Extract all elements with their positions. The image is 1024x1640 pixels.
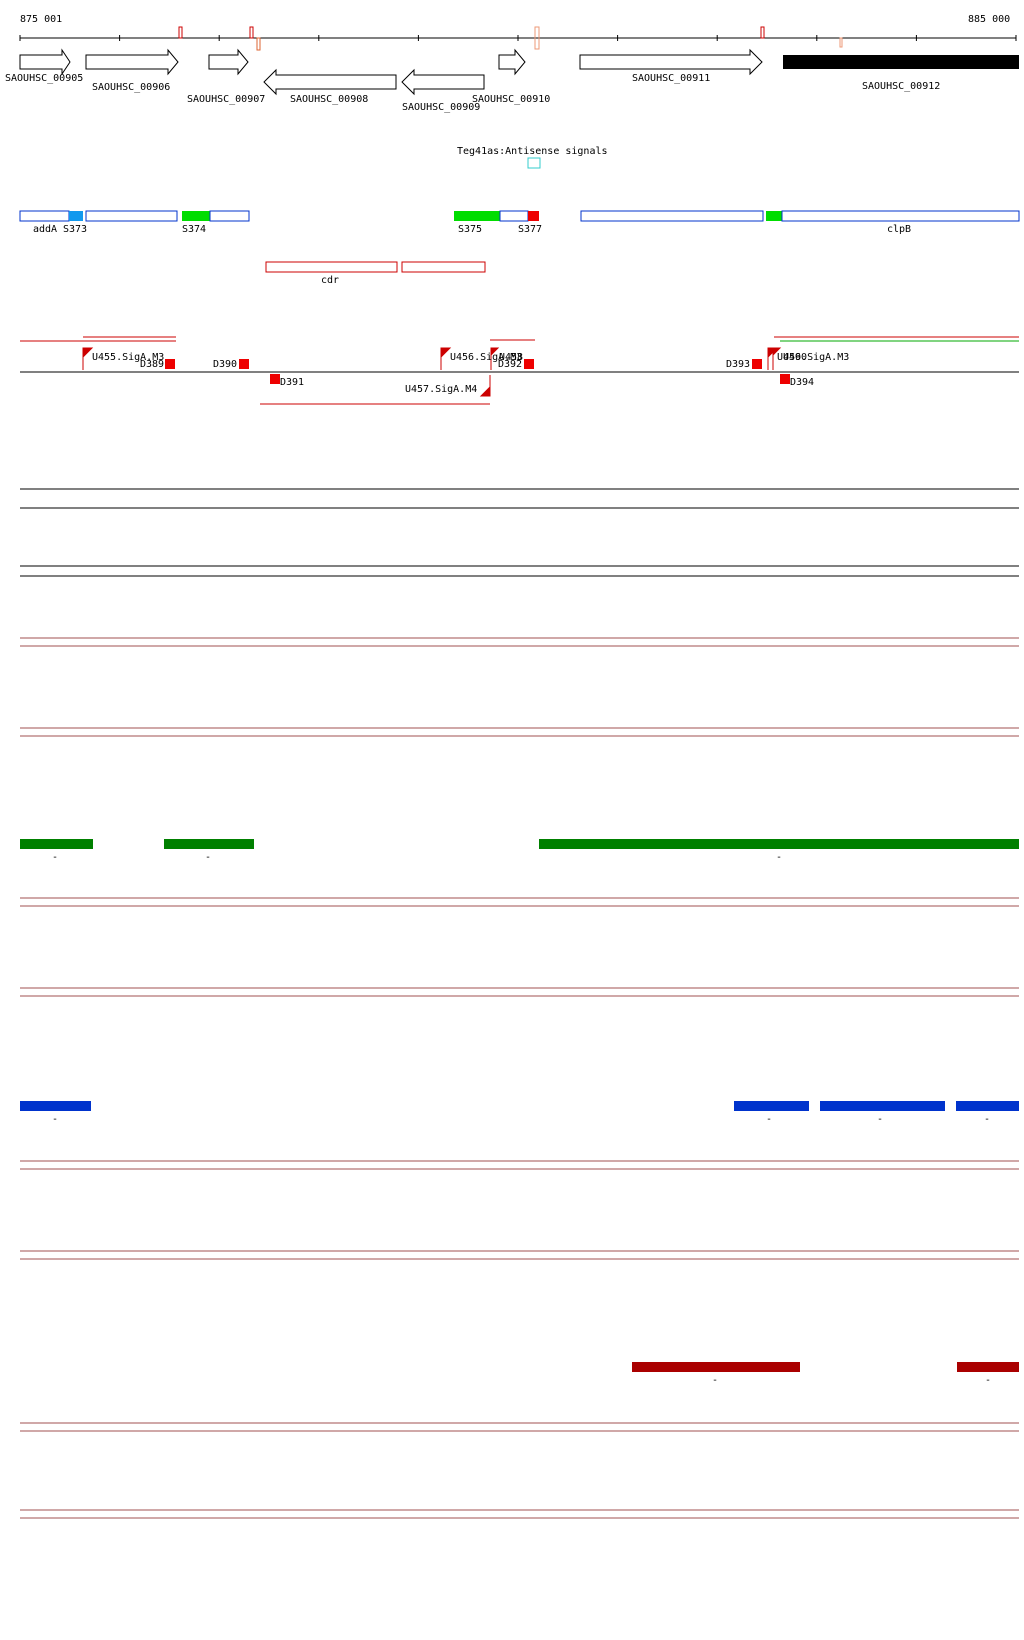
segment-track: addA S373 S374 S375 S377 clpB (19, 210, 1020, 235)
expression-tracks (20, 488, 1019, 1519)
gene-label: SAOUHSC_00908 (290, 94, 368, 105)
tss-block[interactable] (165, 359, 175, 369)
tss-block[interactable] (752, 359, 762, 369)
ruler-peak-marker (839, 37, 843, 48)
condition-bar-label: - (776, 852, 782, 863)
cdr-label: cdr (321, 275, 339, 286)
condition-bar-label: - (52, 852, 58, 863)
tss-block[interactable] (780, 374, 790, 384)
tss-label: U456.SigA.M3 (450, 352, 522, 363)
condition-bar[interactable] (632, 1362, 800, 1372)
cdr-box[interactable] (401, 261, 486, 273)
condition-bar[interactable] (539, 839, 1019, 849)
gene-arrow[interactable] (85, 48, 179, 76)
gene-arrow[interactable] (208, 48, 249, 76)
condition-bars-green: - - - (20, 839, 1019, 863)
ruler-ticks (19, 35, 1017, 41)
gene-label: SAOUHSC_00909 (402, 102, 480, 113)
gene-arrow[interactable] (19, 48, 71, 76)
condition-bar[interactable] (956, 1101, 1019, 1111)
tss-label: U457.SigA.M4 (405, 384, 477, 395)
tss-label: D391 (280, 377, 304, 388)
gene-annotation-track: SAOUHSC_00905 SAOUHSC_00906 SAOUHSC_0090… (5, 48, 1019, 113)
condition-bar[interactable] (164, 839, 254, 849)
tss-label: U459.SigA.M3 (777, 352, 849, 363)
condition-bar-label: - (877, 1114, 883, 1125)
tss-flag[interactable] (82, 347, 94, 370)
tss-track: U455.SigA.M3 D389 D390 D391 U456.SigA.M3… (20, 336, 1019, 405)
tss-label: D392 (498, 359, 522, 370)
tss-label: D390 (213, 359, 237, 370)
ruler-peak-marker (534, 26, 540, 50)
segment-box-filled[interactable] (528, 211, 539, 221)
tss-block[interactable] (524, 359, 534, 369)
ruler-peak-marker (760, 26, 765, 39)
ruler-peak-marker (178, 26, 183, 39)
gene-label: SAOUHSC_00911 (632, 73, 710, 84)
segment-box-filled[interactable] (766, 211, 782, 221)
coordinate-ruler: 875 001 885 000 (19, 14, 1017, 51)
cdr-track: cdr (265, 261, 486, 286)
gene-arrow[interactable] (401, 68, 485, 96)
segment-box[interactable] (499, 210, 529, 222)
tss-label: D393 (726, 359, 750, 370)
gene-label: SAOUHSC_00910 (472, 94, 550, 105)
gene-label: SAOUHSC_00912 (862, 81, 940, 92)
tss-flag[interactable] (440, 347, 452, 370)
tss-label: D389 (140, 359, 164, 370)
condition-bar-label: - (766, 1114, 772, 1125)
condition-bar[interactable] (20, 1101, 91, 1111)
ruler-end-label: 885 000 (968, 14, 1010, 25)
segment-box-filled[interactable] (182, 211, 210, 221)
gene-label: SAOUHSC_00906 (92, 82, 170, 93)
segment-box[interactable] (85, 210, 178, 222)
antisense-label: Teg41as:Antisense signals (457, 146, 608, 157)
condition-bar-label: - (984, 1114, 990, 1125)
antisense-marker[interactable] (527, 157, 541, 169)
tss-label: U455.SigA.M3 (92, 352, 164, 363)
segment-label: addA (33, 224, 57, 235)
gene-label: SAOUHSC_00905 (5, 73, 83, 84)
gene-arrow[interactable] (579, 48, 763, 76)
tss-flag[interactable] (490, 347, 500, 370)
gene-label: SAOUHSC_00907 (187, 94, 265, 105)
condition-bar-label: - (712, 1375, 718, 1386)
ruler-peak-marker (256, 37, 261, 51)
segment-label: S377 (518, 224, 542, 235)
segment-box-filled[interactable] (69, 211, 83, 221)
tss-block[interactable] (270, 374, 280, 384)
gene-block-filled[interactable] (783, 55, 1019, 69)
segment-label: S374 (182, 224, 206, 235)
segment-label: S375 (458, 224, 482, 235)
condition-bars-darkred: - - (632, 1362, 1019, 1386)
segment-box-filled[interactable] (454, 211, 500, 221)
condition-bar[interactable] (957, 1362, 1019, 1372)
tss-label: U460 (783, 352, 807, 363)
segment-box[interactable] (19, 210, 70, 222)
gene-arrow[interactable] (498, 48, 526, 76)
tss-flag[interactable] (772, 347, 782, 370)
gene-arrow[interactable] (263, 68, 397, 96)
condition-bar[interactable] (820, 1101, 945, 1111)
tss-block[interactable] (239, 359, 249, 369)
ruler-start-label: 875 001 (20, 14, 62, 25)
tss-label: U458 (499, 352, 523, 363)
condition-bar[interactable] (20, 839, 93, 849)
tss-label: D394 (790, 377, 814, 388)
segment-box[interactable] (580, 210, 764, 222)
condition-bar[interactable] (734, 1101, 809, 1111)
condition-bar-label: - (52, 1114, 58, 1125)
condition-bar-label: - (205, 852, 211, 863)
segment-box[interactable] (209, 210, 250, 222)
ruler-peak-marker (249, 26, 254, 39)
condition-bar-label: - (985, 1375, 991, 1386)
condition-bars-blue: - - - - (20, 1101, 1019, 1125)
segment-box[interactable] (781, 210, 1020, 222)
segment-label: clpB (887, 224, 911, 235)
cdr-box[interactable] (265, 261, 398, 273)
tss-flag[interactable] (479, 375, 491, 397)
segment-label: S373 (63, 224, 87, 235)
antisense-track: Teg41as:Antisense signals (457, 146, 608, 169)
